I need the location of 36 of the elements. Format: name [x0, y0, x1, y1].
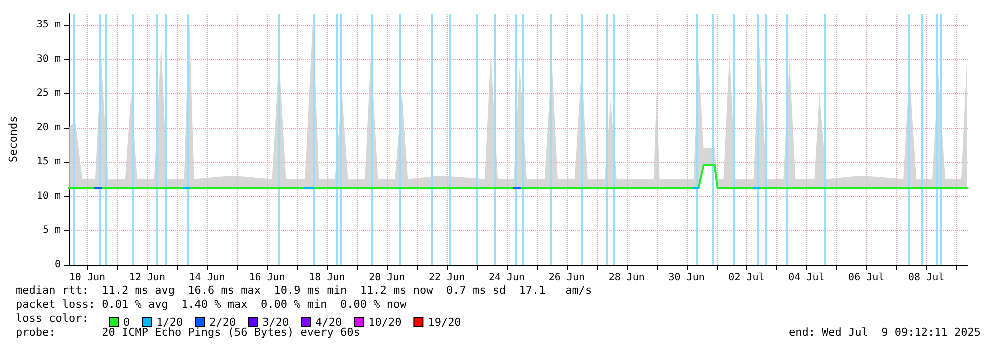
- text: packet loss: 0.01 % avg 1.40 % max 0.00 % min 0.00 % now: [16, 298, 408, 311]
- legend-label: 1/20: [156, 316, 184, 329]
- y-tick-label: 15 m: [36, 156, 61, 168]
- x-tick-label: 02 Jul: [728, 272, 765, 284]
- legend-label: 2/20: [210, 316, 236, 329]
- legend-label: 4/20: [316, 316, 342, 329]
- text: median rtt: 11.2 ms avg 16.6 ms max 10.9 ms min 11.2 ms now 0.7 ms sd 17.1 am/s: [16, 284, 592, 297]
- x-tick-label: 16 Jun: [249, 272, 286, 284]
- legend-label: 10/20: [368, 316, 402, 329]
- x-tick-label: 12 Jun: [129, 272, 166, 284]
- x-tick-label: 10 Jun: [69, 272, 106, 284]
- legend-label: 3/20: [262, 316, 290, 329]
- x-tick-label: 04 Jul: [788, 272, 825, 284]
- y-tick-label: 0: [54, 260, 61, 270]
- x-tick-label: 22 Jun: [429, 272, 466, 284]
- legend-label: 0: [124, 316, 130, 329]
- text: end: Wed Jul 9 09:12:11 2025: [788, 326, 982, 339]
- x-tick-label: 06 Jul: [848, 272, 885, 284]
- legend-title: loss color:: [16, 312, 89, 325]
- x-tick-label: 26 Jun: [548, 272, 586, 284]
- y-tick-label: 5 m: [42, 225, 61, 236]
- y-tick-label: 35 m: [36, 19, 61, 30]
- x-tick-label: 28 Jun: [608, 272, 645, 284]
- y-tick-label: 10 m: [36, 190, 61, 202]
- x-tick-label: 20 Jun: [369, 272, 406, 284]
- x-tick-label: 14 Jun: [189, 272, 226, 284]
- text: probe: 20 ICMP Echo Pings (56 Bytes) every 60s: [16, 326, 360, 339]
- y-axis-title: Seconds: [7, 116, 20, 163]
- y-tick-label: 30 m: [36, 54, 61, 65]
- x-tick-label: 24 Jun: [488, 272, 526, 284]
- y-tick-label: 20 m: [36, 122, 61, 134]
- y-tick-label: 25 m: [36, 88, 61, 100]
- x-tick-label: 30 Jun: [668, 272, 705, 284]
- x-tick-label: 18 Jun: [309, 272, 346, 284]
- legend-label: 19/20: [428, 316, 462, 329]
- x-tick-label: 08 Jul: [908, 272, 945, 284]
